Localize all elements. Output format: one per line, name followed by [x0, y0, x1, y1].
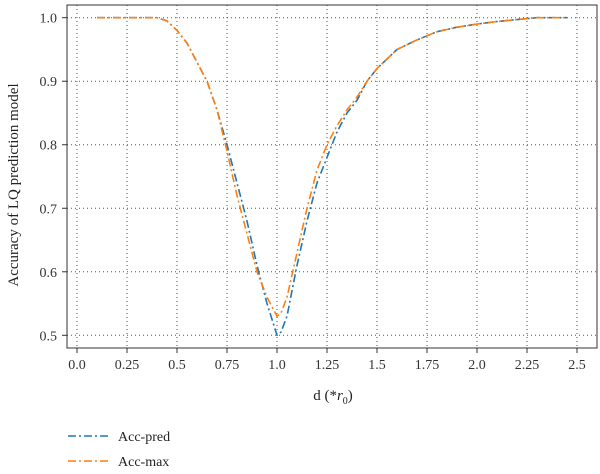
axis-ticks: 0.0 0.25 0.5 0.75 1.0 1.25 1.5 1.75 2.0 2.25 2.5 0.… [40, 12, 586, 373]
legend-label-acc-max: Acc-max [118, 455, 169, 470]
x-tick-label-2-0: 2.0 [468, 358, 486, 373]
x-axis-title: d (*r0) [313, 388, 353, 407]
y-tick-label-0-9: 0.9 [40, 75, 58, 90]
series-line-acc-pred [97, 16, 567, 337]
y-tick-label-0-7: 0.7 [40, 202, 58, 217]
x-tick-label-0-5: 0.5 [168, 358, 186, 373]
x-tick-label-2-5: 2.5 [568, 358, 586, 373]
legend-item-acc-max: Acc-max [68, 455, 169, 470]
legend-label-acc-pred: Acc-pred [118, 430, 170, 445]
y-tick-label-0-6: 0.6 [40, 266, 58, 281]
y-tick-label-0-8: 0.8 [40, 139, 58, 154]
y-axis-title: Accuracy of LQ prediction model [6, 83, 22, 286]
x-tick-label-0-75: 0.75 [215, 358, 240, 373]
legend: Acc-pred Acc-max [68, 430, 170, 470]
x-tick-label-1-75: 1.75 [415, 358, 440, 373]
y-tick-label-1-0: 1.0 [40, 12, 58, 27]
series-line-acc-max [97, 16, 567, 317]
x-tick-label-2-25: 2.25 [515, 358, 540, 373]
grid-lines [67, 5, 597, 348]
x-tick-label-1-0: 1.0 [268, 358, 286, 373]
x-tick-label-0-25: 0.25 [115, 358, 140, 373]
legend-item-acc-pred: Acc-pred [68, 430, 170, 445]
x-tick-label-1-25: 1.25 [315, 358, 340, 373]
x-tick-label-1-5: 1.5 [368, 358, 386, 373]
x-tick-label-0-0: 0.0 [68, 358, 86, 373]
y-tick-label-0-5: 0.5 [40, 329, 58, 344]
plot-area-frame [66, 4, 598, 349]
series-lines [97, 16, 567, 337]
